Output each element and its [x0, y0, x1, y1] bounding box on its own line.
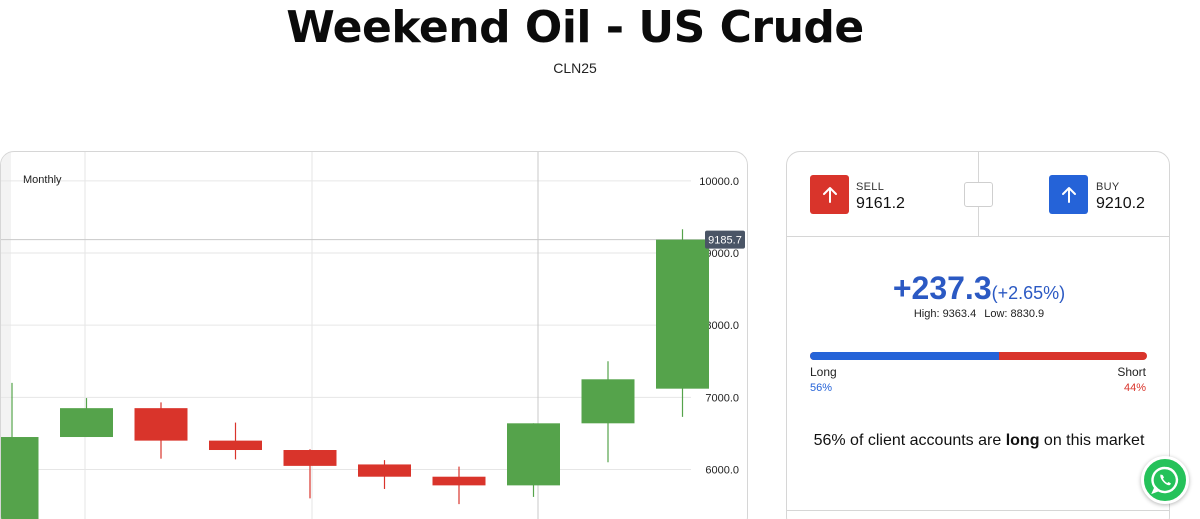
candle-body	[1, 437, 39, 519]
sentiment-long-fill	[810, 352, 999, 360]
high-value: High: 9363.4	[913, 308, 977, 320]
price-change: +237.3(+2.65%)	[787, 270, 1169, 307]
whatsapp-button[interactable]	[1141, 456, 1189, 504]
sell-button[interactable]	[810, 175, 849, 214]
y-tick-label: 9000.0	[705, 248, 739, 260]
candle-body	[656, 239, 709, 389]
y-tick-label: 7000.0	[705, 392, 739, 404]
sentiment-text-end: on this market	[1039, 432, 1145, 449]
sentiment-text-mid: of client accounts are	[845, 432, 1006, 449]
candle-body	[432, 476, 486, 486]
low-value: Low: 8830.9	[984, 308, 1045, 320]
candle-body	[134, 408, 188, 441]
price-chart[interactable]: 6000.0 7000.0 8000.0 9000.0 10000.0 9185.7 Mo…	[0, 151, 748, 519]
candle-body	[60, 408, 113, 438]
change-value: +237.3	[892, 270, 992, 306]
divider	[978, 207, 979, 237]
trade-panel: SELL 9161.2 BUY 9210.2 +237.3(+2.65%) Hi…	[786, 151, 1170, 519]
market-code: CLN25	[553, 60, 597, 76]
sentiment-bar	[810, 352, 1147, 360]
high-low: High: 9363.4 Low: 8830.9	[787, 308, 1169, 320]
current-price-tag-bg	[705, 230, 745, 249]
y-tick-label: 8000.0	[705, 320, 739, 332]
change-percent: (+2.65%)	[991, 283, 1066, 303]
candle-body	[283, 450, 337, 466]
sell-price: 9161.2	[856, 195, 905, 212]
sentiment-text-pct: 56%	[813, 432, 846, 449]
long-label: Long	[810, 365, 837, 379]
arrow-up-icon	[822, 186, 837, 203]
y-tick-label: 10000.0	[699, 176, 739, 188]
spread-box	[964, 182, 993, 207]
candlestick-chart[interactable]: 6000.0 7000.0 8000.0 9000.0 10000.0 9185.7	[1, 152, 748, 519]
chart-period-label: Monthly	[23, 174, 62, 186]
chart-left-gutter	[1, 152, 11, 519]
buy-price: 9210.2	[1096, 195, 1145, 212]
sell-label: SELL	[856, 181, 885, 193]
candle-body	[507, 423, 560, 486]
buy-button[interactable]	[1049, 175, 1088, 214]
page-title: Weekend Oil - US Crude	[286, 2, 864, 53]
sentiment-text: 56% of client accounts are long on this …	[807, 428, 1151, 453]
candle-body	[581, 379, 635, 424]
buy-label: BUY	[1096, 181, 1120, 193]
current-price-tag: 9185.7	[708, 235, 742, 247]
short-label: Short	[1117, 365, 1146, 379]
trade-row: SELL 9161.2 BUY 9210.2	[787, 152, 1169, 237]
divider	[787, 510, 1169, 511]
whatsapp-icon	[1151, 466, 1179, 495]
long-percent: 56%	[810, 382, 833, 394]
candle-body	[209, 440, 262, 451]
divider	[978, 152, 979, 182]
y-tick-label: 6000.0	[705, 464, 739, 476]
arrow-up-icon	[1061, 186, 1076, 203]
sentiment-text-bold: long	[1005, 432, 1040, 449]
candle-body	[358, 464, 411, 477]
short-percent: 44%	[1123, 382, 1146, 394]
